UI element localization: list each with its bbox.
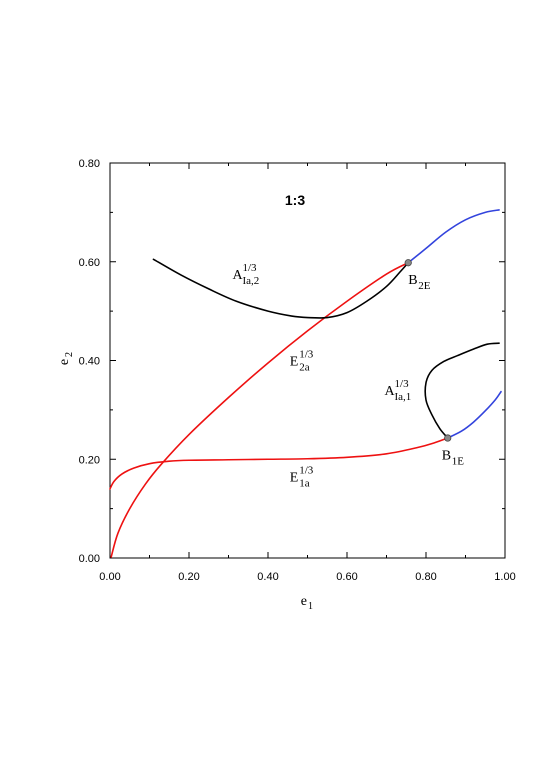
svg-text:2E: 2E <box>418 280 431 292</box>
red-curve <box>109 437 449 490</box>
y-axis-label: e 2 <box>57 352 75 365</box>
x-tick-label: 0.00 <box>99 571 120 583</box>
y-tick-label: 0.00 <box>79 553 100 565</box>
x-tick-label: 0.40 <box>257 571 278 583</box>
black-curve <box>152 258 410 319</box>
x-tick-label: 0.60 <box>336 571 357 583</box>
svg-text:B: B <box>442 448 451 463</box>
black-curve <box>424 342 500 439</box>
svg-text:2a: 2a <box>299 361 310 373</box>
red-curve <box>110 261 410 558</box>
y-tick-label: 0.40 <box>79 356 100 368</box>
label-E2: E 1/32a <box>290 348 314 373</box>
curves <box>109 209 502 558</box>
svg-text:A: A <box>385 384 396 399</box>
y-tick-label: 0.60 <box>79 257 100 269</box>
svg-text:1: 1 <box>308 601 313 612</box>
svg-text:1a: 1a <box>299 477 310 489</box>
blue-curve <box>407 209 500 264</box>
x-axis-label: e 1 <box>301 594 313 612</box>
svg-text:E: E <box>290 354 299 369</box>
x-tick-label: 1.00 <box>494 571 515 583</box>
bifurcation-point <box>404 259 412 267</box>
svg-text:e: e <box>301 594 307 609</box>
label-B2E: B 2E <box>408 273 431 292</box>
chart-title: 1:3 <box>285 192 305 208</box>
svg-text:e: e <box>57 359 72 365</box>
x-tick-label: 0.80 <box>415 571 436 583</box>
bifurcation-point <box>444 434 452 442</box>
label-A1: A 1/3Ia,1 <box>385 378 412 403</box>
svg-text:1/3: 1/3 <box>395 378 410 390</box>
svg-text:E: E <box>290 470 299 485</box>
svg-text:2: 2 <box>64 352 75 357</box>
svg-text:Ia,1: Ia,1 <box>395 391 412 403</box>
svg-text:Ia,2: Ia,2 <box>242 275 259 287</box>
y-tick-label: 0.80 <box>79 158 100 170</box>
svg-text:1/3: 1/3 <box>242 262 257 274</box>
ticks: 0.00 0.20 0.40 0.60 0.80 1.00 0.00 0.20 0.40 0.60… <box>79 158 516 583</box>
x-tick-label: 0.20 <box>178 571 199 583</box>
svg-text:1/3: 1/3 <box>299 464 314 476</box>
markers <box>404 259 452 442</box>
blue-curve <box>446 390 502 439</box>
svg-text:B: B <box>408 273 417 288</box>
svg-text:1/3: 1/3 <box>299 348 314 360</box>
label-E1: E 1/31a <box>290 464 314 489</box>
svg-text:A: A <box>232 268 243 283</box>
label-B1E: B 1E <box>442 448 465 467</box>
y-tick-label: 0.20 <box>79 454 100 466</box>
label-A2: A 1/3Ia,2 <box>232 262 259 287</box>
svg-text:1E: 1E <box>452 455 465 467</box>
